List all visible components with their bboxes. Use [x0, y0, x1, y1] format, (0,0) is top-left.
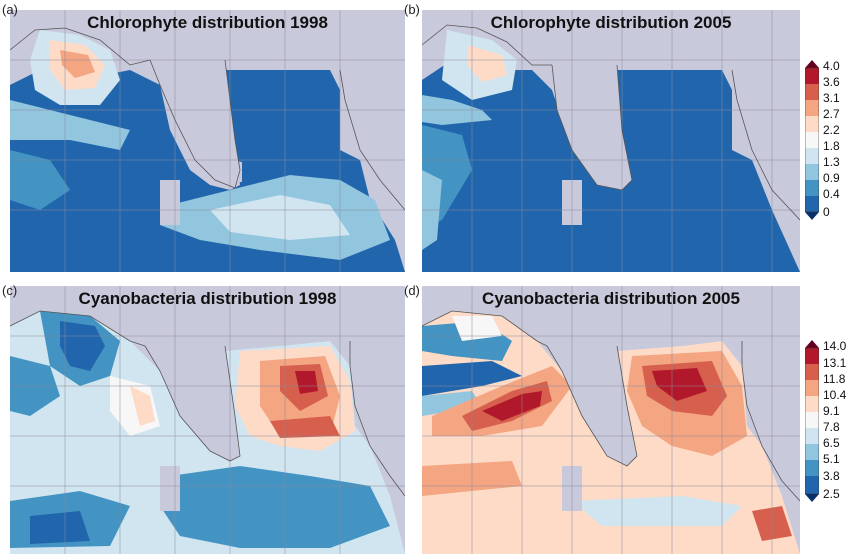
arabia-land: [422, 286, 800, 346]
panel-label: (b): [404, 2, 420, 17]
map-b: [422, 10, 800, 272]
colorbar-tick: 0.4: [823, 187, 840, 201]
myanmar-land: [742, 341, 800, 501]
chl-patch: [10, 150, 70, 210]
panel-title: Chlorophyte distribution 1998: [87, 13, 328, 32]
colorbar-tick: 13.1: [823, 356, 847, 370]
colorbar-tick: 9.1: [823, 404, 840, 418]
map-panel-c: Cyanobacteria distribution 1998: [10, 286, 405, 554]
colorbar-tick: 0.9: [823, 171, 840, 185]
colorbar-tick: 14.0: [823, 339, 847, 353]
colorbar-tick: 4.0: [823, 59, 840, 73]
arabia-land: [422, 10, 800, 70]
cyano-patch: [60, 321, 105, 371]
island-land: [160, 466, 180, 511]
cyano-patch: [130, 386, 155, 426]
colorbar-tick: 11.8: [823, 372, 846, 386]
colorbar-tick: 3.1: [823, 91, 840, 105]
map-panel-a: Chlorophyte distribution 1998: [10, 10, 405, 272]
cyano-patch: [270, 416, 340, 438]
india-land: [145, 346, 240, 461]
map-a: [10, 10, 405, 272]
cyano-patch: [482, 391, 542, 421]
cyano-patch: [295, 371, 318, 394]
map-d: [422, 286, 800, 554]
arabia-land: [10, 10, 405, 70]
india-land: [150, 60, 240, 188]
ocean-region: [422, 60, 800, 272]
map-c: [10, 286, 405, 554]
colorbar-tick: 2.5: [823, 487, 840, 501]
arabia-land: [10, 286, 405, 346]
panel-label: (a): [2, 2, 18, 17]
colorbar-tick: 5.1: [823, 452, 840, 466]
colorbar-cyanobacteria: 14.0 13.1 11.8 10.4 9.1 7.8 6.5 5.1 3.8 …: [805, 340, 850, 502]
colorbar-tick: 7.8: [823, 420, 840, 434]
colorbar-tick: 1.8: [823, 139, 840, 153]
cyano-patch: [572, 496, 742, 526]
chl-patch: [210, 195, 350, 240]
colorbar-tick: 3.8: [823, 469, 840, 483]
colorbar-tick: 3.6: [823, 75, 840, 89]
map-panel-b: Chlorophyte distribution 2005: [422, 10, 800, 272]
cyano-patch: [452, 316, 502, 341]
myanmar-land: [340, 70, 405, 210]
cyano-patch: [652, 368, 707, 401]
colorbar-tick: 1.3: [823, 155, 840, 169]
island-land: [160, 180, 180, 225]
cyano-patch: [422, 391, 482, 416]
colorbar-tick: 6.5: [823, 436, 840, 450]
colorbar-tick: 0: [823, 205, 830, 219]
colorbar-chlorophyte: 4.0 3.6 3.1 2.7 2.2 1.8 1.3 0.9 0.4 0: [805, 60, 850, 220]
panel-label: (c): [2, 283, 18, 298]
colorbar-tick: 2.2: [823, 123, 840, 137]
map-panel-d: Cyanobacteria distribution 2005: [422, 286, 800, 554]
myanmar-land: [350, 341, 405, 496]
colorbar-tick: 2.7: [823, 107, 840, 121]
panel-title: Cyanobacteria distribution 2005: [482, 289, 740, 308]
chl-patch: [467, 45, 507, 82]
cyano-patch: [30, 511, 90, 544]
myanmar-land: [732, 70, 800, 220]
panel-title: Cyanobacteria distribution 1998: [78, 289, 337, 308]
colorbar-tick: 10.4: [823, 388, 847, 402]
chl-patch: [10, 100, 130, 150]
chl-patch: [60, 50, 95, 78]
cyano-patch: [160, 466, 390, 548]
panel-label: (d): [404, 283, 420, 298]
panel-title: Chlorophyte distribution 2005: [490, 13, 732, 32]
